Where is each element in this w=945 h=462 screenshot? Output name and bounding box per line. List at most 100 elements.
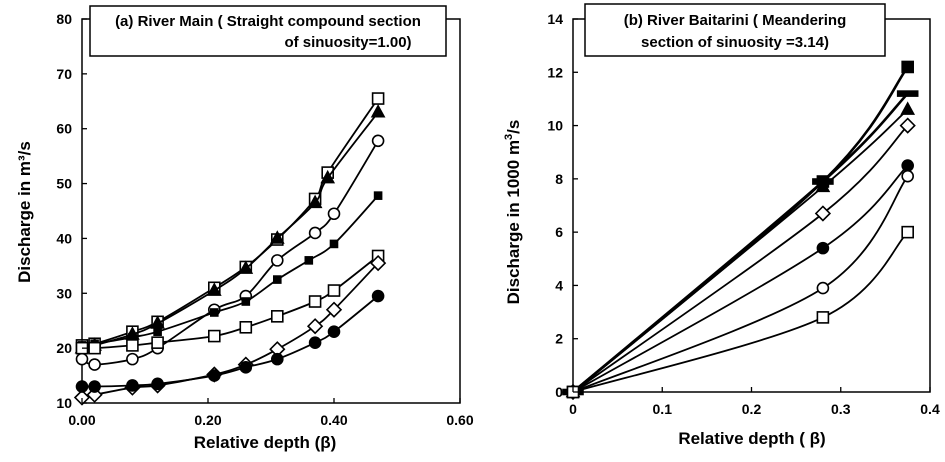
panel-a-series-1-point <box>371 92 385 105</box>
panel-a-title-line2: of sinuosity=1.00) <box>284 34 411 51</box>
panel-b-series-5-point <box>901 159 914 172</box>
panel-b-series-4-point <box>814 205 832 222</box>
panel-a-series-2-point <box>206 282 222 296</box>
panel-a-y-tick-label: 10 <box>56 395 72 411</box>
panel-a-series-4-point <box>304 256 314 265</box>
panel-b-y-tick-label: 0 <box>555 384 563 400</box>
panel-b-series-7-point <box>901 225 914 239</box>
panel-a-x-tick-label: 0.40 <box>320 412 347 428</box>
panel-b-series-7-point <box>816 311 830 324</box>
panel-a-series-2-point <box>370 104 386 118</box>
panel-a-x-tick-label: 0.00 <box>68 412 95 428</box>
panel-a-x-axis-label: Relative depth (β) <box>194 433 337 452</box>
panel-a-series-3-point <box>371 134 385 148</box>
panel-b-y-tick-label: 6 <box>555 224 563 240</box>
panel-a-series-4-point <box>329 239 339 249</box>
panel-a-series-3-point <box>75 352 89 366</box>
panel-b-series-1-point <box>901 60 914 74</box>
panel-a-series-4-point <box>153 327 162 336</box>
panel-a-series-3-point <box>327 207 341 221</box>
panel-b-series-3-point <box>815 178 831 193</box>
panel-a-series-4-point <box>241 297 251 306</box>
panel-a-series-5-point <box>151 336 164 349</box>
panel-a-y-tick-label: 40 <box>56 230 72 246</box>
panel-a-y-tick-label: 30 <box>56 285 72 301</box>
panel-a-title-line1: (a) River Main ( Straight compound secti… <box>115 13 421 30</box>
panel-a-series-6-point <box>306 318 324 335</box>
panel-a-series-3-point <box>308 226 322 240</box>
panel-b-series-2-point <box>896 90 919 97</box>
panel-a-series-1-line <box>81 97 379 347</box>
panel-a-y-tick-label: 80 <box>56 11 72 27</box>
panel-a-series-5-point <box>327 284 341 297</box>
panel-a-series-3-point <box>270 254 284 267</box>
panel-b-y-tick-label: 4 <box>555 277 563 293</box>
panel-b-y-label-prefix: Discharge in 1000 m <box>504 140 523 304</box>
panel-a-series-7-point <box>270 352 284 366</box>
panel-a-series-7-point <box>126 379 139 392</box>
panel-b-y-label-suffix: /s <box>504 120 523 134</box>
panel-a-series-5-point <box>208 329 221 343</box>
panel-b-x-tick-label: 0.3 <box>831 401 851 417</box>
panel-a-series-3-line <box>81 140 379 366</box>
panel-b-series-5-line <box>572 164 909 393</box>
panel-a-series-2-point <box>307 194 323 209</box>
panel-a-y-tick-label: 70 <box>56 66 72 82</box>
panel-b-x-tick-label: 0 <box>569 401 577 417</box>
panel-a-y-tick-label: 50 <box>56 176 72 192</box>
panel-a-series-7-point <box>327 325 341 338</box>
panel-b-y-label-sup: 3 <box>503 134 515 140</box>
panel-a-series-5-line <box>81 255 379 350</box>
panel-a-series-5-point <box>126 339 139 352</box>
panel-b-title-line1: (b) River Baitarini ( Meandering <box>624 12 847 29</box>
panel-b-x-tick-label: 0.1 <box>653 401 673 417</box>
panel-b-y-tick-label: 8 <box>555 171 563 187</box>
panel-a-series-7-point <box>308 336 322 349</box>
panel-b-series-3-point <box>900 101 916 115</box>
panel-a-series-7-point <box>239 361 253 374</box>
panel-a-series-5-point <box>239 320 253 334</box>
panel-b-title-line2: section of sinuosity =3.14) <box>641 34 829 51</box>
panel-a-series-7-line <box>81 295 379 388</box>
panel-a-series-6-line <box>81 262 379 399</box>
panel-a-series-6-point <box>369 254 387 272</box>
panel-b-series-1-line <box>572 66 909 393</box>
panel-b-chart: 0 0.1 0.2 0.3 0.4 0 2 4 6 8 10 12 14 (b) River Baita… <box>503 3 940 448</box>
panel-a-series-4-point <box>210 308 219 317</box>
panel-b-series-4-point <box>899 117 916 134</box>
panel-a-series-4-point <box>272 275 282 284</box>
panel-b-x-axis-label: Relative depth ( β) <box>678 429 825 448</box>
panel-b-series-6-point <box>901 169 914 183</box>
panel-a-series-7-point <box>371 289 385 303</box>
panel-a-series-5-point <box>308 295 322 308</box>
panel-a-series-2-point <box>269 230 285 244</box>
panel-a-series-7-point <box>151 377 164 391</box>
panel-b-plot-frame <box>572 18 931 393</box>
panel-b-series-6-point <box>816 281 830 295</box>
panel-b-y-tick-label: 14 <box>547 11 563 27</box>
panel-a-x-tick-label: 0.60 <box>446 412 473 428</box>
panel-a-series-7-point <box>208 369 221 382</box>
panel-a-series-4-point <box>373 191 383 200</box>
panel-a-y-axis-label: Discharge in m³/s <box>15 141 34 283</box>
panel-a-series-5-point <box>88 341 101 355</box>
panel-a-x-tick-label: 0.20 <box>194 412 221 428</box>
panel-a-series-4-line <box>81 194 379 347</box>
panel-b-title-box <box>584 3 886 57</box>
panel-a-series-7-point <box>75 380 89 393</box>
panel-b-series-6-line <box>572 175 909 393</box>
panel-a-series-6-point <box>325 301 343 318</box>
panel-a-y-tick-label: 60 <box>56 121 72 137</box>
panel-a-y-tick-label: 20 <box>56 340 72 356</box>
panel-b-y-tick-label: 2 <box>555 331 563 347</box>
panel-b-y-tick-label: 12 <box>547 64 563 80</box>
panel-b-x-tick-label: 0.4 <box>920 401 940 417</box>
panel-a-series-5-point <box>270 310 284 323</box>
panel-b-y-tick-label: 10 <box>547 118 563 134</box>
panel-b-series-3-line <box>572 108 909 393</box>
panel-b-y-axis-label: Discharge in 1000 m3/s <box>503 120 523 305</box>
panel-a-series-6-point <box>73 389 91 406</box>
panel-b-series-4-line <box>572 124 909 393</box>
panel-b-series-7-line <box>572 231 909 393</box>
